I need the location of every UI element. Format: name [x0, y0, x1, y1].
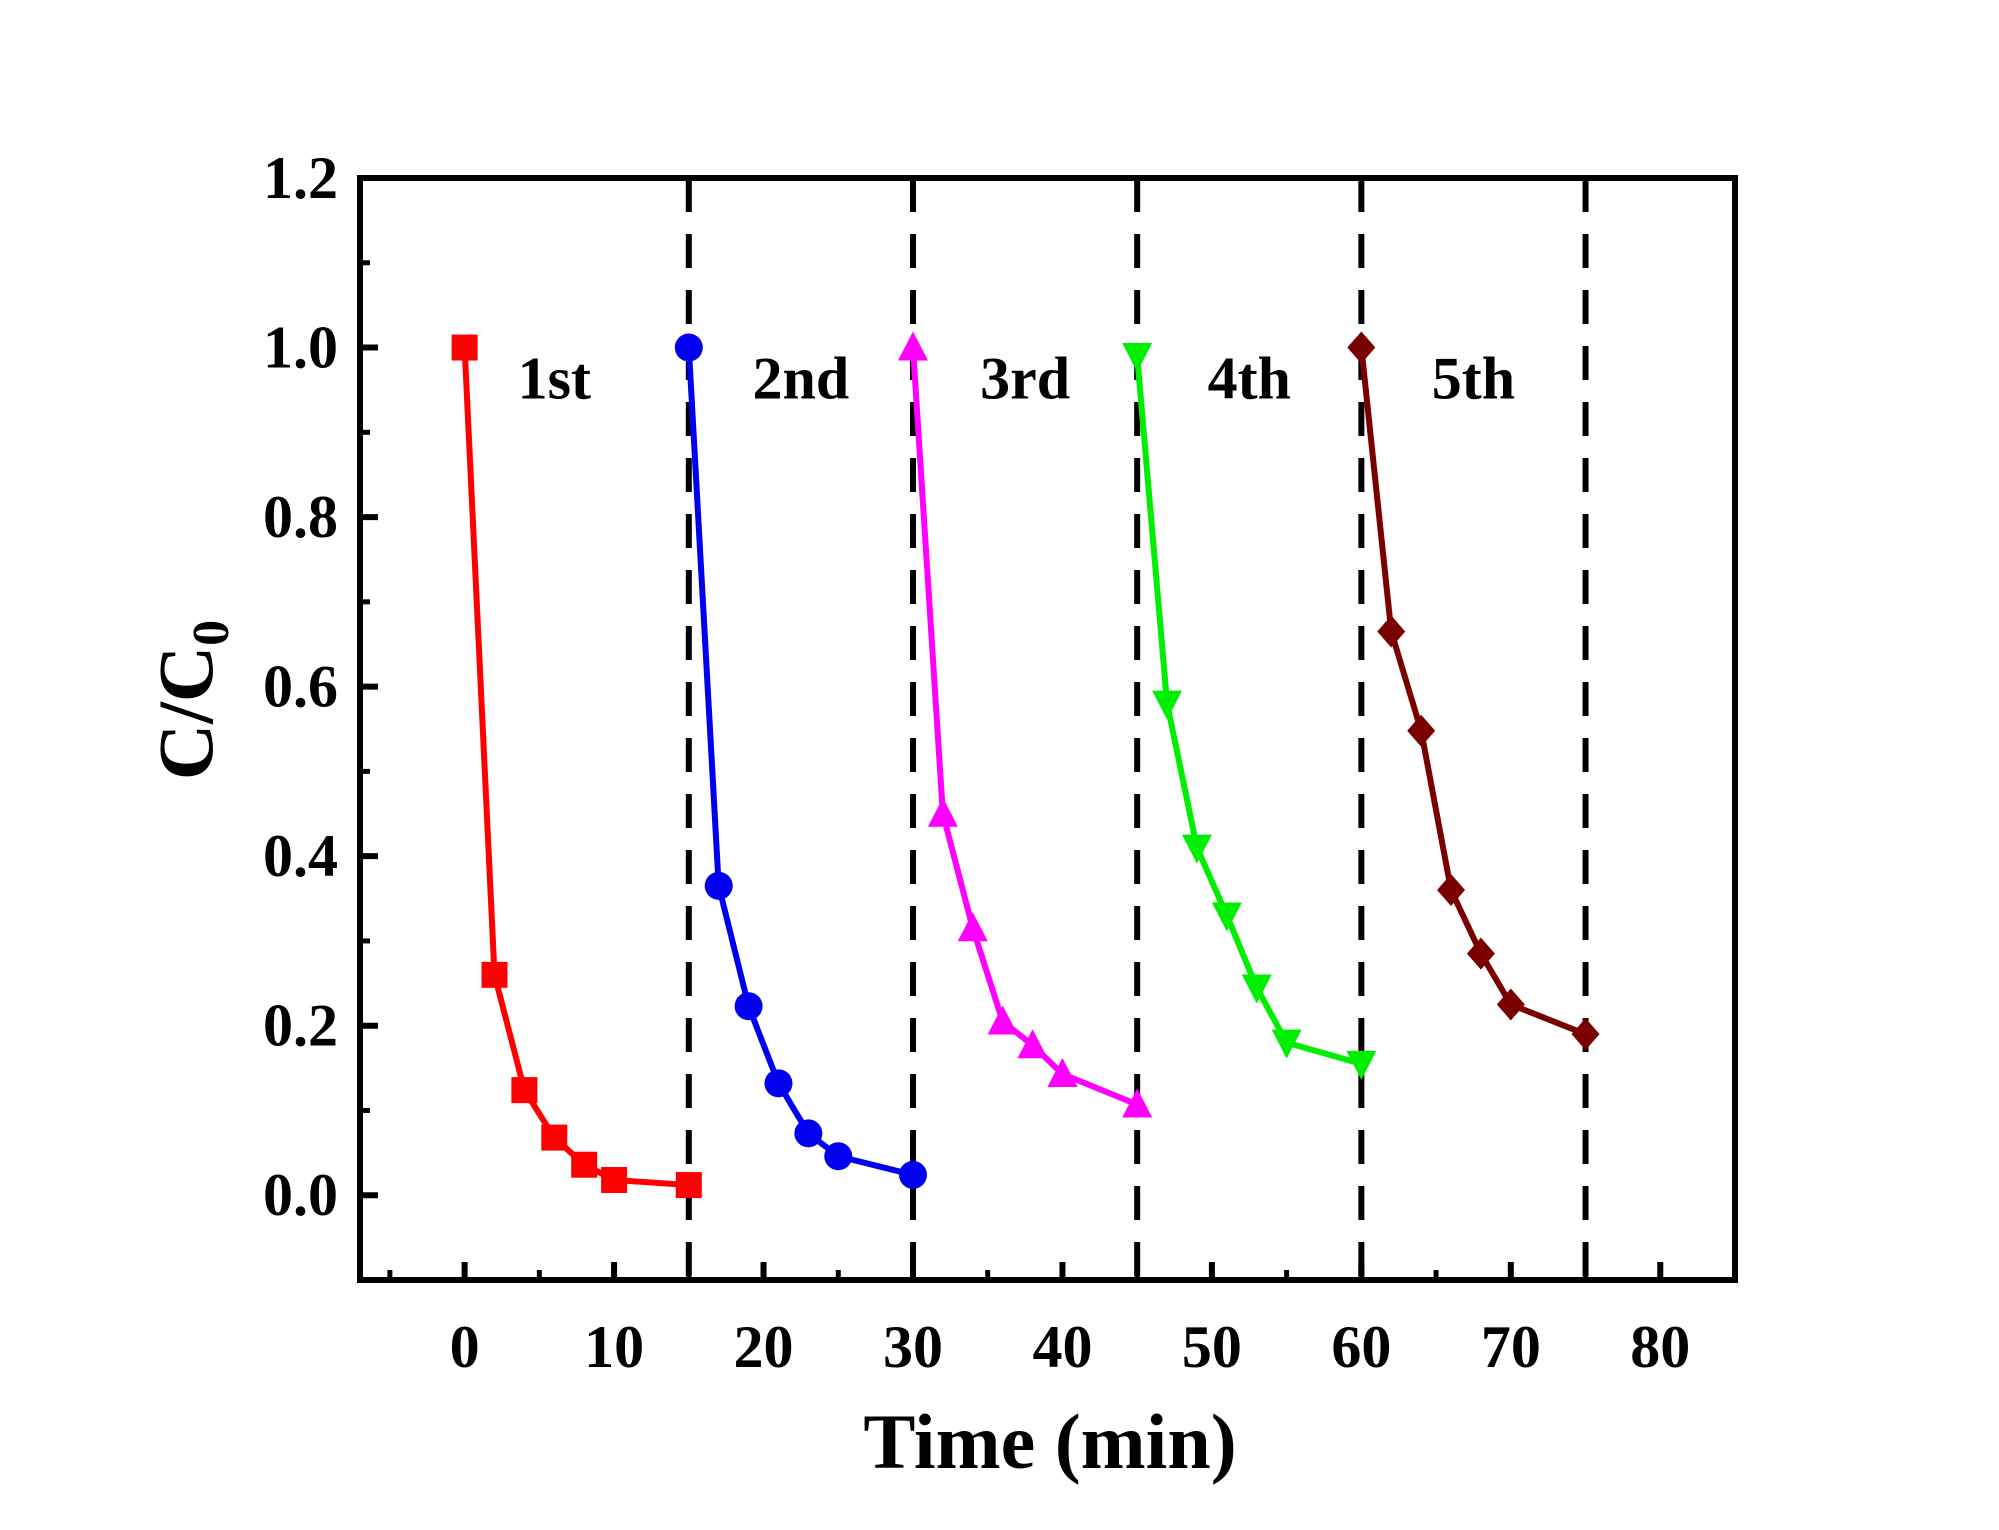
y-axis-ticks: 0.0 0.2 0.4 0.6 0.8 1.0 1.2 — [263, 145, 378, 1228]
x-axis-ticks: 0 10 20 30 40 50 60 70 80 — [387, 1262, 1690, 1380]
data-point — [764, 1069, 793, 1098]
y-tick-label: 0.0 — [263, 1162, 338, 1228]
data-point — [601, 1166, 628, 1193]
data-point — [481, 961, 508, 988]
data-point — [1122, 1088, 1153, 1118]
series-5th — [1347, 331, 1600, 1051]
y-tick-label: 0.6 — [263, 654, 338, 720]
y-axis-title: C/C0 — [142, 620, 240, 780]
series-line-5th — [1358, 347, 1587, 1037]
data-point — [1047, 1058, 1078, 1088]
series-group — [451, 331, 1600, 1199]
data-point — [1346, 1050, 1377, 1080]
plot-frame — [357, 175, 1738, 1283]
data-point — [1017, 1029, 1048, 1059]
series-line-2nd — [685, 347, 914, 1178]
data-point — [898, 1160, 927, 1189]
series-4th — [1122, 343, 1377, 1080]
data-point — [1152, 690, 1183, 720]
data-point — [1181, 834, 1212, 864]
data-point — [1407, 714, 1436, 747]
y-tick-label: 0.4 — [263, 823, 338, 889]
data-point — [674, 333, 703, 362]
x-tick-label: 20 — [734, 1314, 794, 1380]
data-point — [927, 797, 958, 827]
x-tick-label: 80 — [1630, 1314, 1690, 1380]
x-tick-label: 0 — [450, 1314, 480, 1380]
data-point — [1347, 331, 1376, 364]
data-point — [704, 871, 733, 900]
data-point — [1122, 343, 1153, 373]
y-tick-label: 0.2 — [263, 993, 338, 1059]
data-point — [794, 1119, 823, 1148]
data-point — [511, 1077, 538, 1104]
y-tick-label: 0.8 — [263, 484, 338, 550]
cycle-label-3rd: 3rd — [980, 345, 1070, 411]
y-tick-label: 1.2 — [263, 145, 338, 211]
data-point — [1466, 937, 1495, 970]
data-point — [1496, 988, 1525, 1021]
series-line-3rd — [909, 347, 1139, 1108]
x-tick-label: 40 — [1032, 1314, 1092, 1380]
y-axis-title-main: C/C — [142, 646, 229, 780]
cycle-labels: 1st 2nd 3rd 4th 5th — [518, 345, 1516, 411]
data-point — [897, 331, 928, 361]
series-1st — [451, 334, 702, 1199]
data-point — [957, 912, 988, 942]
series-3rd — [897, 331, 1153, 1118]
data-point — [571, 1151, 598, 1178]
x-tick-label: 10 — [584, 1314, 644, 1380]
x-tick-label: 30 — [883, 1314, 943, 1380]
cycle-label-2nd: 2nd — [753, 345, 850, 411]
data-point — [1211, 902, 1242, 932]
cycle-label-5th: 5th — [1432, 345, 1515, 411]
x-tick-label: 70 — [1481, 1314, 1541, 1380]
cycle-label-1st: 1st — [518, 345, 591, 411]
data-point — [451, 334, 478, 361]
data-point — [1271, 1029, 1302, 1059]
data-point — [1241, 974, 1272, 1004]
data-point — [1571, 1018, 1600, 1051]
series-2nd — [674, 333, 927, 1189]
x-axis-title: Time (min) — [863, 1398, 1236, 1485]
data-point — [675, 1172, 702, 1199]
y-axis-title-subscript: 0 — [183, 620, 240, 646]
cycle-label-4th: 4th — [1208, 345, 1291, 411]
data-point — [734, 992, 763, 1021]
x-tick-label: 50 — [1182, 1314, 1242, 1380]
series-line-1st — [461, 347, 690, 1189]
data-point — [987, 1005, 1018, 1035]
data-point — [824, 1142, 853, 1171]
data-point — [541, 1124, 568, 1151]
data-point — [1437, 874, 1466, 907]
data-point — [1377, 615, 1406, 648]
y-tick-label: 1.0 — [263, 315, 338, 381]
x-tick-label: 60 — [1331, 1314, 1391, 1380]
